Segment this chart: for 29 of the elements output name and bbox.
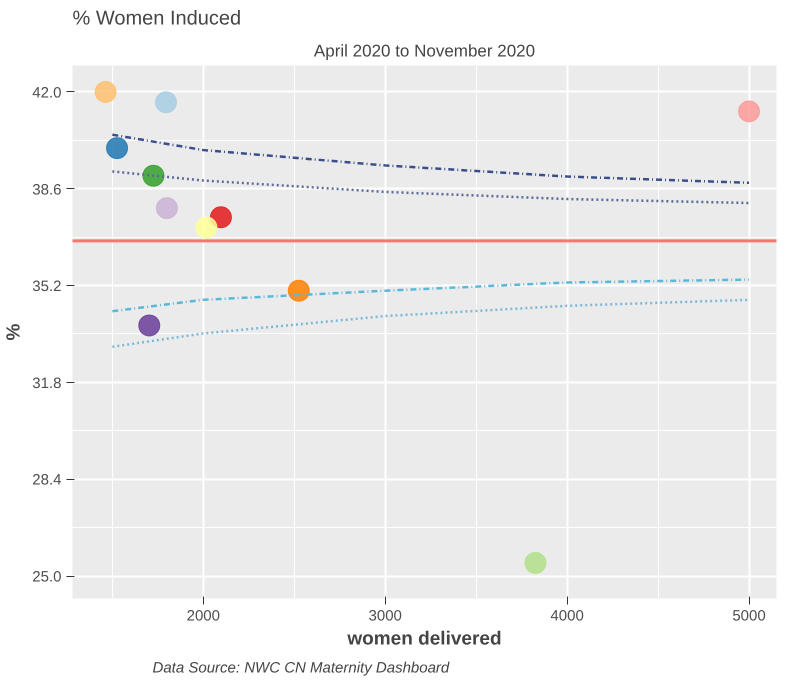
y-tick-label: 31.8 — [32, 374, 62, 392]
x-tick-label: 5000 — [732, 608, 766, 624]
y-tick-label: 35.2 — [32, 278, 62, 296]
y-tick-label: 38.6 — [32, 181, 62, 198]
point — [524, 552, 546, 574]
chart-subtitle: April 2020 to November 2020 — [314, 42, 536, 60]
point — [156, 197, 178, 220]
y-tick-label: 28.4 — [32, 472, 62, 489]
point — [142, 164, 164, 187]
point — [738, 100, 760, 122]
source-note: Data Source: NWC CN Maternity Dashboard — [152, 660, 450, 676]
y-tick-label: 25.0 — [32, 568, 62, 586]
x-tick-label: 4000 — [550, 608, 584, 624]
point — [155, 91, 178, 114]
point — [288, 280, 310, 302]
point — [94, 81, 117, 103]
x-tick-label: 3000 — [368, 608, 402, 624]
point — [195, 216, 218, 238]
line-series — [111, 133, 750, 184]
point — [138, 314, 160, 336]
line-series — [111, 278, 750, 312]
point — [106, 137, 128, 160]
x-axis-title: women delivered — [346, 628, 502, 650]
point — [210, 206, 232, 228]
y-tick-label: 42.0 — [32, 84, 62, 102]
x-tick-label: 2000 — [186, 608, 220, 624]
chart-title: % Women Induced — [72, 8, 242, 30]
y-axis-title: % — [3, 323, 24, 340]
line-series — [111, 170, 750, 204]
